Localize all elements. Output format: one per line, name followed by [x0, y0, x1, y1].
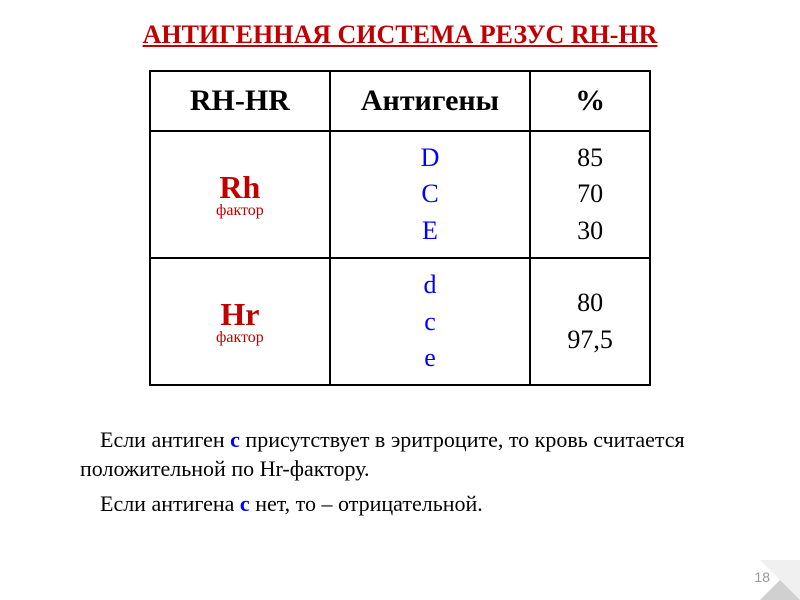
percent-cell-hr: 80 97,5 [530, 258, 650, 385]
hr-label: Hr [220, 296, 259, 332]
antigen-table: RH-HR Антигены % Rh фактор D C E [149, 70, 651, 386]
description-p2: Если антигена с нет, то – отрицательной. [80, 490, 720, 519]
table-header-row: RH-HR Антигены % [150, 71, 650, 131]
rh-sublabel: фактор [171, 202, 309, 220]
antigen-c-lower: c [351, 304, 509, 340]
p1-before: Если антиген [100, 427, 230, 452]
rh-label: Rh [219, 169, 260, 205]
p1-highlight: с [230, 427, 240, 452]
percent-cell-rh: 85 70 30 [530, 131, 650, 258]
percent-70: 70 [551, 176, 629, 212]
table-row: Hr фактор d c e 80 97,5 [150, 258, 650, 385]
header-col2: Антигены [330, 71, 530, 131]
header-col3: % [530, 71, 650, 131]
percent-80: 80 [551, 285, 629, 321]
antigen-e-upper: E [351, 213, 509, 249]
percent-97-5: 97,5 [551, 322, 629, 358]
row-label-hr: Hr фактор [150, 258, 330, 385]
antigen-d-lower: d [351, 267, 509, 303]
antigen-cell-rh: D C E [330, 131, 530, 258]
antigen-c-upper: C [351, 176, 509, 212]
corner-fold-icon [760, 560, 800, 600]
p2-highlight: с [240, 491, 250, 516]
percent-30: 30 [551, 213, 629, 249]
row-label-rh: Rh фактор [150, 131, 330, 258]
table-row: Rh фактор D C E 85 70 30 [150, 131, 650, 258]
description-p1: Если антиген с присутствует в эритроците… [80, 426, 720, 483]
p2-after: нет, то – отрицательной. [250, 491, 483, 516]
percent-85: 85 [551, 140, 629, 176]
header-col1: RH-HR [150, 71, 330, 131]
p2-before: Если антигена [100, 491, 240, 516]
table-wrapper: RH-HR Антигены % Rh фактор D C E [60, 70, 740, 386]
hr-sublabel: фактор [171, 329, 309, 347]
antigen-e-lower: e [351, 340, 509, 376]
slide-container: АНТИГЕННАЯ СИСТЕМА РЕЗУС RH-HR RH-HR Ант… [0, 0, 800, 544]
main-title: АНТИГЕННАЯ СИСТЕМА РЕЗУС RH-HR [60, 20, 740, 50]
antigen-cell-hr: d c e [330, 258, 530, 385]
antigen-d-upper: D [351, 140, 509, 176]
description-block: Если антиген с присутствует в эритроците… [60, 426, 740, 518]
